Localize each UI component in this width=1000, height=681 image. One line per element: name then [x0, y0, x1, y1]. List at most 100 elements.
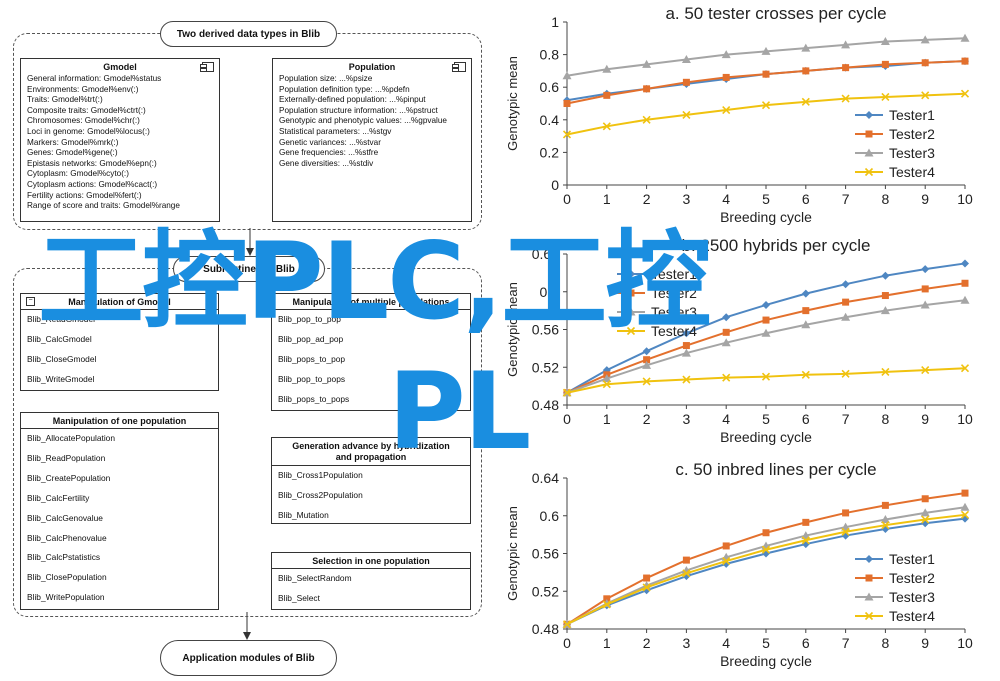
legend-label: Tester3	[889, 589, 935, 605]
subroutine-item[interactable]: Blib_Select	[278, 592, 320, 603]
data-point	[761, 372, 771, 381]
data-point	[682, 569, 691, 578]
subroutine-item[interactable]: Blib_ReadPopulation	[27, 452, 106, 463]
subroutine-item[interactable]: Blib_ReadGmodel	[27, 314, 95, 324]
x-axis-label: Breeding cycle	[720, 653, 812, 669]
y-axis-label: Genotypic mean	[505, 506, 520, 601]
data-point	[761, 101, 771, 110]
x-tick-label: 3	[683, 635, 691, 651]
chart-a: a. 50 tester crosses per cycle 0 0.2 0.4 0.6…	[505, 4, 973, 225]
data-point	[562, 388, 572, 397]
legend-label: Tester1	[889, 551, 935, 567]
subroutine-item[interactable]: Blib_pop_to_pops	[278, 373, 346, 384]
attribute-line: Gene diversities: ...%stdiv	[279, 158, 374, 168]
x-tick-label: 3	[683, 191, 691, 207]
chart-title: c. 50 inbred lines per cycle	[675, 460, 876, 479]
y-tick-label: 0.6	[540, 508, 560, 524]
data-point	[801, 320, 811, 329]
population-box: Population Population size: ...%psize Pop…	[272, 58, 472, 222]
subroutine-item[interactable]: Blib_WriteGmodel	[27, 373, 95, 384]
attribute-line: Cytoplasm: Gmodel%cyto(:)	[27, 169, 129, 179]
data-point	[921, 265, 930, 274]
generation-list: Blib_Cross1Population Blib_Cross2Populati…	[272, 466, 470, 526]
data-point	[801, 370, 810, 379]
x-tick-label: 5	[762, 411, 770, 427]
data-point	[721, 50, 731, 59]
data-point	[960, 33, 970, 42]
subroutine-item[interactable]: Blib_pop_to_pop	[278, 314, 341, 324]
subroutine-item[interactable]: Blib_CalcPhenovalue	[27, 532, 107, 543]
data-point	[563, 100, 571, 107]
subroutine-item[interactable]: Blib_Mutation	[278, 509, 329, 520]
data-point	[602, 380, 611, 389]
y-tick-label: 0	[551, 177, 559, 193]
subroutine-item[interactable]: Blib_Cross2Population	[278, 489, 363, 500]
collapse-icon[interactable]: −	[26, 297, 35, 306]
subroutine-item[interactable]: Blib_WritePopulation	[27, 592, 105, 603]
x-tick-label: 8	[882, 411, 890, 427]
attribute-line: Statistical parameters: ...%stgv	[279, 126, 392, 136]
data-point	[841, 280, 850, 289]
data-point	[602, 374, 612, 383]
data-point	[682, 329, 691, 338]
data-point	[841, 40, 851, 49]
subroutine-item[interactable]: Blib_CalcGmodel	[27, 333, 92, 344]
data-point	[722, 559, 731, 568]
overlay-text-line1: 工控PLC,工控	[38, 220, 711, 343]
x-tick-label: 9	[921, 411, 929, 427]
subroutine-item[interactable]: Blib_AllocatePopulation	[27, 433, 115, 443]
data-point	[881, 271, 890, 280]
data-point	[761, 545, 771, 554]
y-axis-label: Genotypic mean	[505, 282, 520, 377]
attribute-line: General information: Gmodel%status	[27, 74, 162, 83]
y-tick-label: 0.48	[532, 397, 559, 413]
selection-list: Blib_SelectRandom Blib_Select	[272, 569, 470, 609]
attribute-line: Population definition type: ...%pdefn	[279, 84, 410, 94]
legend-label: Tester4	[651, 323, 697, 339]
y-tick-label: 0.56	[532, 322, 559, 338]
data-point	[762, 70, 770, 78]
y-tick-label: 0.48	[532, 621, 559, 637]
data-point	[603, 91, 611, 99]
x-tick-label: 2	[643, 191, 651, 207]
y-tick-label: 0.56	[532, 546, 559, 562]
subroutine-item[interactable]: Blib_SelectRandom	[278, 573, 352, 583]
attribute-line: Fertility actions: Gmodel%fert(:)	[27, 190, 142, 200]
data-point	[865, 130, 873, 138]
y-tick-label: 0.6	[540, 79, 560, 95]
subroutine-item[interactable]: Blib_pops_to_pop	[278, 353, 346, 364]
manip-multi-list: Blib_pop_to_pop Blib_pop_ad_pop Blib_pops_…	[272, 310, 470, 410]
subroutine-item[interactable]: Blib_CalcFertility	[27, 492, 90, 503]
subroutine-item[interactable]: Blib_ClosePopulation	[27, 572, 107, 583]
x-tick-label: 2	[643, 411, 651, 427]
chart-c: c. 50 inbred lines per cycle 0.48 0.52 0.56…	[505, 460, 973, 669]
subroutine-item[interactable]: Blib_CreatePopulation	[27, 472, 111, 483]
overlay-text-line2: PL	[388, 350, 531, 473]
subroutine-item[interactable]: Blib_pop_ad_pop	[278, 333, 344, 344]
data-point	[801, 536, 810, 545]
subroutine-item[interactable]: Blib_CalcPstatistics	[27, 552, 101, 563]
attribute-line: Environments: Gmodel%env(:)	[27, 84, 139, 94]
component-icon	[200, 62, 214, 72]
data-point	[921, 59, 929, 67]
subroutine-item[interactable]: Blib_CalcGenovalue	[27, 512, 103, 523]
data-point	[801, 289, 810, 298]
gmodel-attributes: General information: Gmodel%status Enviro…	[21, 74, 219, 212]
derived-types-pill: Two derived data types in Blib	[160, 21, 337, 47]
data-point	[961, 57, 969, 65]
x-tick-label: 4	[722, 635, 730, 651]
data-point	[722, 105, 731, 115]
x-tick-label: 1	[603, 191, 611, 207]
data-point	[642, 347, 651, 356]
subroutine-item[interactable]: Blib_Cross1Population	[278, 470, 363, 480]
data-point	[881, 521, 890, 530]
attribute-line: Externally-defined population: ...%pinpu…	[279, 95, 426, 105]
data-point	[682, 78, 690, 86]
subroutine-item[interactable]: Blib_pops_to_pops	[278, 393, 350, 404]
data-point	[920, 508, 930, 517]
subroutine-item[interactable]: Blib_CloseGmodel	[27, 353, 97, 364]
data-point	[864, 611, 874, 621]
data-point	[961, 514, 969, 523]
data-point	[642, 59, 652, 68]
attribute-line: Genetic variances: ...%stvar	[279, 137, 381, 147]
